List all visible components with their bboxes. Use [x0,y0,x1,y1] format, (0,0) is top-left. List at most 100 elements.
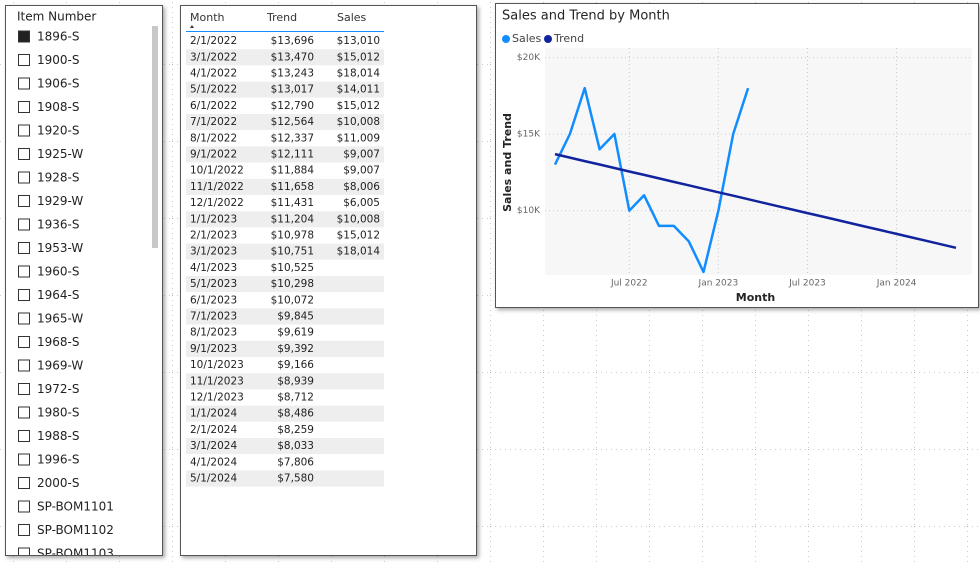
row-background [186,49,384,66]
checkbox[interactable] [18,77,30,90]
legend-marker [502,35,510,43]
row-background [186,340,384,357]
slicer-item[interactable]: 1896-S [37,30,80,44]
cell: 11/1/2022 [190,181,244,193]
slicer-item[interactable]: SP-BOM1102 [37,523,114,537]
cell: $8,486 [277,408,314,420]
slicer-item[interactable]: 1929-W [37,194,83,208]
cell: $11,431 [271,197,314,209]
row-background [186,308,384,325]
slicer-item[interactable]: 1928-S [37,171,80,185]
cell: $13,696 [271,35,315,47]
cell: 10/1/2023 [190,359,244,371]
slicer-item[interactable]: 1908-S [37,100,80,114]
slicer-item[interactable]: 1936-S [37,218,80,232]
checkbox[interactable] [18,171,30,184]
cell: $11,009 [337,132,380,144]
cell: $9,007 [343,165,380,177]
slicer-item[interactable]: 1900-S [37,53,80,67]
legend-label[interactable]: Trend [553,32,584,45]
cell: 3/1/2022 [190,51,237,63]
slicer-item[interactable]: 2000-S [37,476,80,490]
checkbox[interactable] [18,312,30,325]
column-header[interactable]: Trend [266,11,297,24]
cell: $15,012 [337,100,380,112]
checkbox[interactable] [18,218,30,231]
slicer-item[interactable]: 1996-S [37,453,80,467]
slicer-item[interactable]: 1920-S [37,124,80,138]
checkbox[interactable] [18,477,30,489]
legend-label[interactable]: Sales [512,32,542,45]
slicer-item[interactable]: 1964-S [37,288,80,302]
cell: 4/1/2024 [190,456,237,468]
cell: $9,007 [343,149,380,161]
row-background [186,421,384,438]
checkbox[interactable] [18,453,30,466]
row-background [186,211,384,228]
cell: $13,010 [337,35,380,47]
slicer-item[interactable]: 1968-S [37,335,80,349]
cell: $10,751 [271,246,314,258]
checkbox[interactable] [18,30,30,43]
checkbox[interactable] [18,195,30,207]
cell: $15,012 [337,230,380,242]
slicer-item[interactable]: SP-BOM1103 [37,547,114,556]
slicer-item[interactable]: 1965-W [37,312,83,326]
column-header[interactable]: Sales [337,11,367,24]
x-tick-label: Jan 2023 [698,279,739,289]
slicer-item[interactable]: 1988-S [37,429,80,443]
row-background [186,438,384,455]
slicer-item[interactable]: 1906-S [37,77,80,91]
cell: $9,845 [277,311,314,323]
cell: $8,939 [277,375,314,387]
slicer-item[interactable]: 1969-W [37,359,83,373]
cell: $13,243 [271,68,314,80]
checkbox[interactable] [18,148,30,160]
slicer-item[interactable]: 1980-S [37,406,80,420]
checkbox[interactable] [18,54,30,66]
checkbox[interactable] [18,406,30,419]
checkbox[interactable] [18,500,30,513]
cell: $7,806 [277,456,314,468]
checkbox[interactable] [18,336,30,348]
slicer[interactable]: Item Number 1896-S 1900-S 1906-S 1908-S 1920… [5,5,163,556]
cell: 5/1/2022 [190,84,237,96]
checkbox[interactable] [18,289,30,301]
checkbox[interactable] [18,383,30,395]
cell: $7,580 [277,473,314,485]
cell: 3/1/2023 [190,246,237,258]
slicer-item[interactable]: 1925-W [37,147,83,161]
cell: $11,204 [271,213,315,225]
checkbox[interactable] [18,547,30,555]
cell: $10,008 [337,116,380,128]
cell: 2/1/2023 [190,230,237,242]
checkbox[interactable] [18,430,30,442]
slicer-item[interactable]: SP-BOM1101 [37,500,114,514]
legend-marker [544,35,552,43]
checkbox[interactable] [18,265,30,278]
cell: $9,619 [277,327,314,339]
cell: $18,014 [337,246,381,258]
cell: $8,006 [343,181,380,193]
slicer-item[interactable]: 1960-S [37,265,80,279]
column-header[interactable]: Month [190,11,225,24]
scrollbar[interactable] [152,26,158,248]
chart: Sales and Trend by Month Sales Trend $10K $1… [501,9,972,304]
slicer-item[interactable]: 1953-W [37,241,83,255]
checkbox[interactable] [18,101,30,113]
checkbox[interactable] [18,124,30,137]
cell: $9,392 [277,343,314,355]
cell: $8,259 [277,424,314,436]
checkbox[interactable] [18,359,30,372]
chart-title: Sales and Trend by Month [502,9,670,24]
checkbox[interactable] [18,524,30,536]
cell: $10,008 [337,213,380,225]
checkbox[interactable] [18,242,30,254]
row-background [186,97,384,114]
row-background [186,130,384,147]
slicer-item[interactable]: 1972-S [37,382,80,396]
cell: $14,011 [337,84,380,96]
cell: 12/1/2023 [190,392,244,404]
cell: $10,978 [271,230,314,242]
